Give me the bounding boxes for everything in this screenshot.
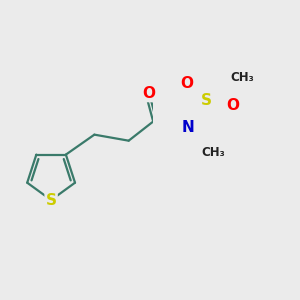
Text: O: O bbox=[226, 98, 239, 113]
Text: O: O bbox=[143, 86, 156, 101]
Text: CH₃: CH₃ bbox=[230, 71, 254, 84]
Text: CH₃: CH₃ bbox=[202, 146, 226, 159]
Text: O: O bbox=[180, 76, 193, 91]
Text: S: S bbox=[46, 193, 57, 208]
Text: N: N bbox=[182, 120, 194, 135]
Text: S: S bbox=[201, 93, 212, 108]
